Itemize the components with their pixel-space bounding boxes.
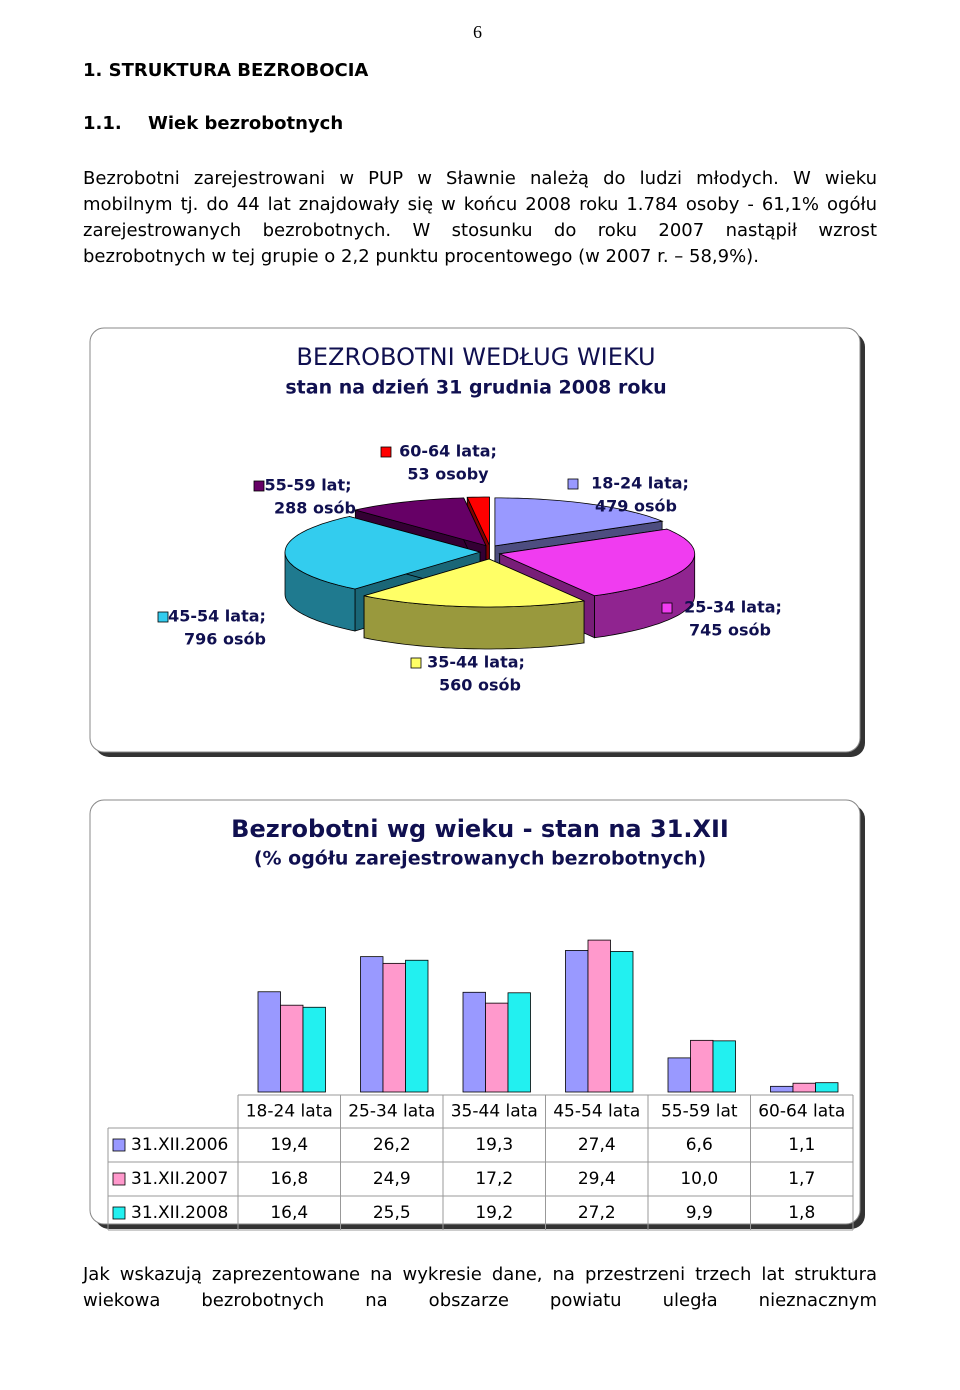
table-cell: 16,8	[270, 1169, 308, 1189]
slice-label: 45-54 lata;	[168, 607, 266, 626]
legend-swatch	[253, 480, 265, 492]
legend-label: 31.XII.2006	[131, 1135, 228, 1155]
table-header: 35-44 lata	[451, 1102, 538, 1122]
legend-swatch	[567, 478, 579, 490]
table-cell: 1,1	[788, 1135, 815, 1155]
bar-subtitle: (% ogółu zarejestrowanych bezrobotnych)	[254, 848, 706, 870]
table-cell: 29,4	[578, 1169, 616, 1189]
bar	[690, 1039, 714, 1093]
legend-swatch	[112, 1138, 126, 1152]
slice-label: 55-59 lat;	[264, 476, 351, 495]
slice-value-label: 479 osób	[595, 497, 677, 516]
bar	[462, 991, 486, 1093]
bar	[405, 959, 429, 1093]
bar	[667, 1057, 691, 1093]
bar	[485, 1002, 509, 1093]
legend-swatch	[661, 602, 673, 614]
closing-paragraph: Jak wskazują zaprezentowane na wykresie …	[83, 1264, 877, 1311]
table-cell: 25,5	[373, 1203, 411, 1223]
bar	[280, 1004, 304, 1093]
pie-slice	[363, 558, 586, 608]
page-number: 6	[473, 22, 482, 42]
table-header: 45-54 lata	[553, 1102, 640, 1122]
pie-slice	[466, 496, 490, 546]
bar	[587, 939, 611, 1093]
bar	[360, 956, 384, 1093]
table-cell: 17,2	[475, 1169, 513, 1189]
legend-swatch	[410, 657, 422, 669]
bar	[507, 992, 531, 1093]
slice-value-label: 745 osób	[689, 621, 771, 640]
legend-swatch	[380, 446, 392, 458]
table-cell: 26,2	[373, 1135, 411, 1155]
bar	[565, 950, 589, 1093]
slice-label: 25-34 lata;	[684, 598, 782, 617]
legend-label: 31.XII.2008	[131, 1203, 228, 1223]
bar-title: Bezrobotni wg wieku - stan na 31.XII	[231, 815, 729, 843]
slice-value-label: 560 osób	[439, 676, 521, 695]
pie-subtitle: stan na dzień 31 grudnia 2008 roku	[285, 377, 666, 399]
bar	[257, 991, 281, 1093]
legend-swatch	[157, 611, 169, 623]
bar	[792, 1082, 816, 1093]
table-header: 60-64 lata	[758, 1102, 845, 1122]
pie-slice	[284, 516, 482, 590]
bar	[815, 1082, 839, 1093]
table-cell: 27,2	[578, 1203, 616, 1223]
table-cell: 6,6	[686, 1135, 713, 1155]
legend-swatch	[112, 1172, 126, 1186]
pie-slice	[494, 497, 664, 547]
pie-slice	[498, 528, 696, 597]
legend-swatch	[112, 1206, 126, 1220]
table-cell: 19,2	[475, 1203, 513, 1223]
table-header: 18-24 lata	[246, 1102, 333, 1122]
subheading-number: 1.1.	[83, 113, 122, 134]
slice-value-label: 796 osób	[184, 630, 266, 649]
table-header: 55-59 lat	[661, 1102, 738, 1122]
pie-title: BEZROBOTNI WEDŁUG WIEKU	[296, 343, 655, 371]
slice-label: 35-44 lata;	[427, 653, 525, 672]
table-cell: 1,8	[788, 1203, 815, 1223]
bar	[770, 1085, 794, 1093]
slice-label: 60-64 lata;	[399, 442, 497, 461]
paragraph: Bezrobotni zarejestrowani w PUP w Sławni…	[83, 168, 877, 267]
table-cell: 24,9	[373, 1169, 411, 1189]
heading: 1. STRUKTURA BEZROBOCIA	[83, 60, 369, 81]
slice-value-label: 53 osoby	[407, 465, 489, 484]
subheading: Wiek bezrobotnych	[148, 113, 344, 134]
bar	[302, 1006, 326, 1093]
legend-label: 31.XII.2007	[131, 1169, 228, 1189]
table-cell: 16,4	[270, 1203, 308, 1223]
bar	[610, 951, 634, 1093]
pie-slice	[355, 497, 487, 547]
table-header: 25-34 lata	[348, 1102, 435, 1122]
slice-value-label: 288 osób	[274, 499, 356, 518]
table-cell: 1,7	[788, 1169, 815, 1189]
bar	[712, 1040, 736, 1093]
slice-label: 18-24 lata;	[591, 474, 689, 493]
table-cell: 19,3	[475, 1135, 513, 1155]
table-cell: 9,9	[686, 1203, 713, 1223]
table-cell: 27,4	[578, 1135, 616, 1155]
table-cell: 19,4	[270, 1135, 308, 1155]
table-cell: 10,0	[680, 1169, 718, 1189]
bar	[382, 962, 406, 1093]
